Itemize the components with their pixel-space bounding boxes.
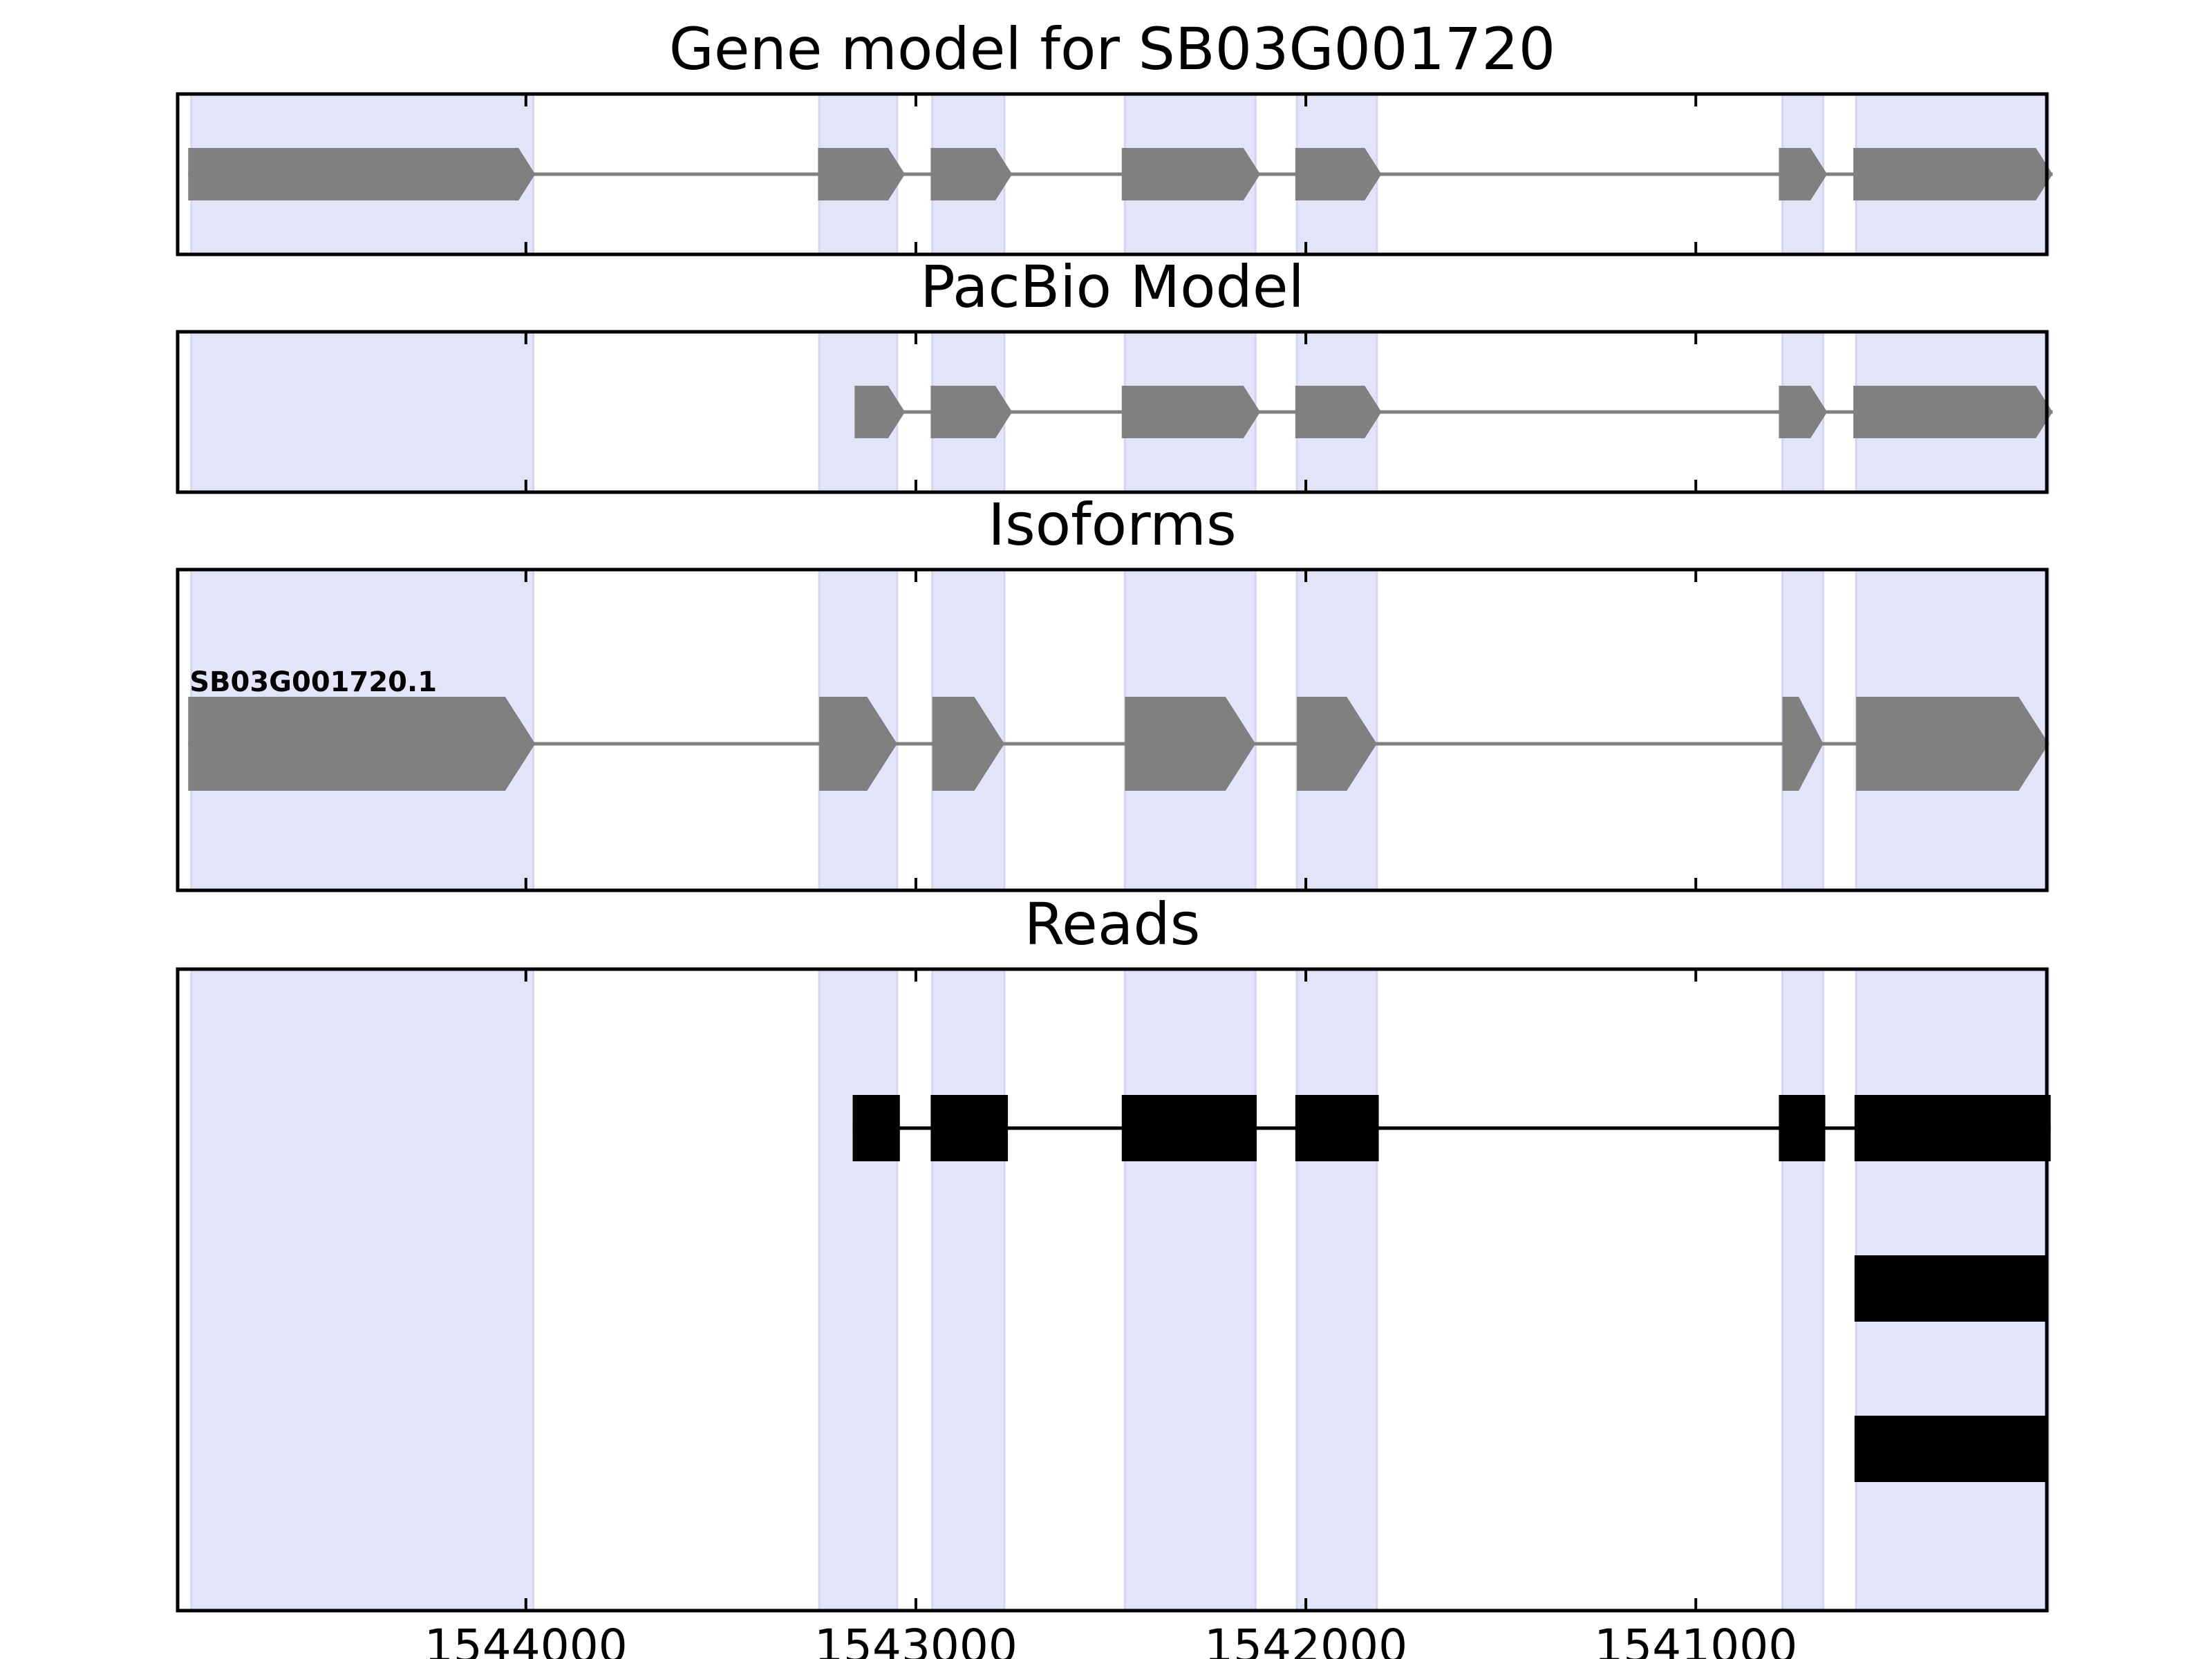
x-tick-label: 1543000 <box>814 1620 1018 1659</box>
shaded-exon-region <box>1295 968 1378 1612</box>
x-tick-label: 1542000 <box>1204 1620 1407 1659</box>
exon-arrow <box>932 697 1005 791</box>
x-tick-label: 1544000 <box>424 1620 628 1659</box>
reads-frame <box>176 967 2049 1613</box>
reads-title: Reads <box>1024 890 1201 958</box>
read-block <box>1121 1095 1257 1161</box>
gene-model-panel: Gene model for SB03G001720 <box>176 15 2053 256</box>
pacbio-model-title: PacBio Model <box>920 253 1304 321</box>
shaded-exon-region <box>818 968 899 1612</box>
gene-model-title: Gene model for SB03G001720 <box>669 15 1555 83</box>
reads-panel: Reads <box>176 890 2051 1613</box>
exon-arrow <box>1779 386 1828 438</box>
read-block <box>1779 1095 1826 1161</box>
x-tick-label: 1541000 <box>1594 1620 1797 1659</box>
pacbio-model-panel: PacBio Model <box>176 253 2053 494</box>
shaded-exon-region <box>1781 968 1825 1612</box>
exon-arrow <box>930 148 1013 200</box>
exon-arrow <box>1779 148 1828 200</box>
exon-arrow <box>1125 697 1256 791</box>
exon-arrow <box>1297 697 1377 791</box>
gene-model-frame <box>176 92 2049 256</box>
exon-arrow <box>1121 148 1261 200</box>
shaded-exon-region <box>190 330 535 494</box>
shaded-exon-region <box>1123 968 1257 1612</box>
read-block <box>1295 1095 1379 1161</box>
exon-arrow <box>188 697 536 791</box>
exon-arrow <box>1121 386 1261 438</box>
shaded-exon-region <box>190 968 535 1612</box>
read-block <box>1854 1416 2049 1482</box>
pacbio-model-frame <box>176 330 2049 494</box>
exon-arrow <box>1856 697 2049 791</box>
exon-arrow <box>1295 386 1382 438</box>
exon-arrow <box>818 148 906 200</box>
isoforms-title: Isoforms <box>988 491 1237 559</box>
exon-arrow <box>930 386 1013 438</box>
isoform-label: SB03G001720.1 <box>189 666 437 698</box>
pacbio-model-track <box>854 386 2053 438</box>
panels: Gene model for SB03G001720 PacBio Model SB… <box>176 15 2053 1613</box>
exon-arrow <box>1853 386 2053 438</box>
reads-track <box>852 1095 2051 1161</box>
isoforms-panel: SB03G001720.1 Isoforms <box>176 491 2050 892</box>
x-axis: 1544000 1543000 1542000 1541000 <box>424 1620 1797 1659</box>
gene-model-track <box>188 148 2053 200</box>
exon-arrow <box>1782 697 1824 791</box>
reads-track <box>1854 1255 2049 1322</box>
shaded-exon-region <box>931 968 1006 1612</box>
exon-arrow <box>1853 148 2053 200</box>
exon-arrow <box>819 697 897 791</box>
isoforms-frame <box>176 568 2049 892</box>
read-block <box>1854 1255 2049 1322</box>
exon-arrow <box>188 148 536 200</box>
isoforms-track: SB03G001720.1 <box>188 666 2049 791</box>
exon-arrow <box>854 386 906 438</box>
exon-arrow <box>1295 148 1382 200</box>
read-block <box>930 1095 1009 1161</box>
read-block <box>852 1095 900 1161</box>
reads-track <box>1854 1416 2049 1482</box>
read-block <box>1854 1095 2051 1161</box>
